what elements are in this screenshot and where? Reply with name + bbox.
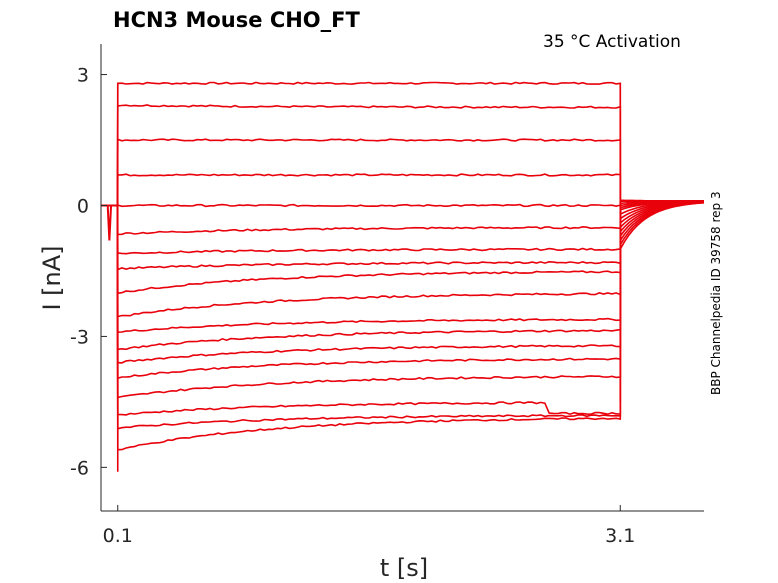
current-traces xyxy=(101,81,705,472)
y-tick-label: 0 xyxy=(77,195,89,217)
y-axis-label: I [nA] xyxy=(38,245,66,310)
current-trace-10 xyxy=(101,200,705,318)
current-trace-15 xyxy=(101,201,705,399)
current-trace-11 xyxy=(101,200,705,334)
current-trace-2 xyxy=(101,104,704,207)
chart-subtitle: 35 °C Activation xyxy=(543,32,681,52)
current-trace-14 xyxy=(101,201,705,380)
y-tick-label: -3 xyxy=(70,326,89,348)
current-trace-17 xyxy=(101,201,705,430)
current-trace-12 xyxy=(101,201,705,351)
prepulse-dip xyxy=(106,205,113,241)
current-trace-6 xyxy=(101,200,704,236)
source-label: BBP Channelpedia ID 39758 rep 3 xyxy=(709,191,723,395)
y-tick-label: -6 xyxy=(70,457,89,479)
ticks: 3 0 -3 -6 0.1 3.1 xyxy=(70,65,635,547)
current-trace-8 xyxy=(101,200,704,271)
x-axis-label: t [s] xyxy=(380,554,428,582)
current-trace-16 xyxy=(101,201,705,416)
current-trace-3 xyxy=(101,138,704,207)
axes xyxy=(100,44,704,512)
current-trace-7 xyxy=(101,200,704,255)
chart-title: HCN3 Mouse CHO_FT xyxy=(113,8,360,32)
x-tick-label: 3.1 xyxy=(605,525,635,547)
current-trace-9 xyxy=(101,200,705,295)
y-tick-label: 3 xyxy=(77,65,89,87)
current-trace-13 xyxy=(101,201,705,364)
current-trace-1 xyxy=(101,81,704,207)
x-tick-label: 0.1 xyxy=(103,525,133,547)
current-trace-5 xyxy=(101,200,704,208)
current-trace-18 xyxy=(101,202,705,451)
current-trace-4 xyxy=(101,173,704,207)
